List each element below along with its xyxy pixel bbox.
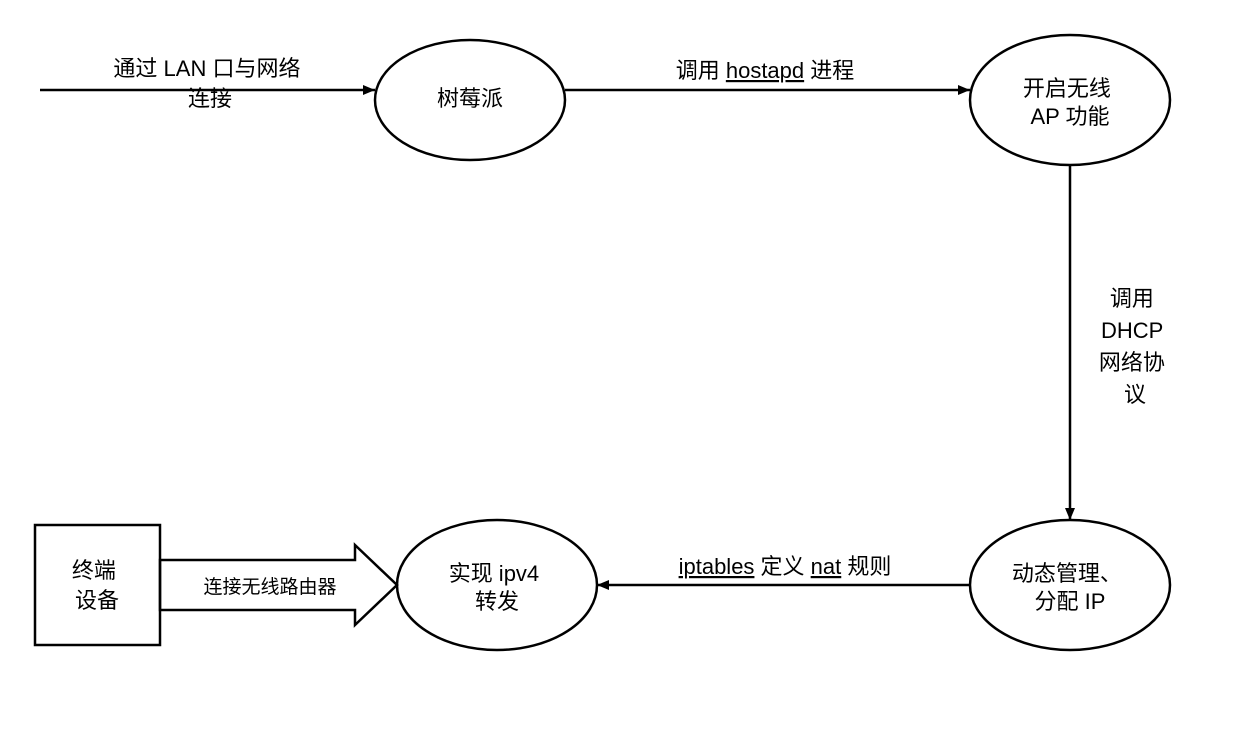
flowchart-canvas: 通过 LAN 口与网络 连接 树莓派 调用 hostapd 进程 开启无线 AP… xyxy=(0,0,1240,743)
edge-label-dhcp: 调用 DHCP 网络协 议 xyxy=(1099,286,1171,407)
edge-label-lan: 通过 LAN 口与网络 连接 xyxy=(113,56,306,111)
node-label-wireless-ap: 开启无线 AP 功能 xyxy=(1023,76,1117,129)
node-label-terminal: 终端 设备 xyxy=(72,558,122,613)
node-label-ipv4-forward: 实现 ipv4 转发 xyxy=(449,561,546,614)
edge-label-hostapd: 调用 hostapd 进程 xyxy=(676,58,855,83)
node-terminal-device xyxy=(35,525,160,645)
edge-label-iptables: iptables 定义 nat 规则 xyxy=(679,554,892,579)
edge-label-connect-router: 连接无线路由器 xyxy=(203,576,336,598)
node-label-dhcp-manage: 动态管理、 分配 IP xyxy=(1012,561,1128,614)
node-label-raspberry: 树莓派 xyxy=(437,86,503,111)
